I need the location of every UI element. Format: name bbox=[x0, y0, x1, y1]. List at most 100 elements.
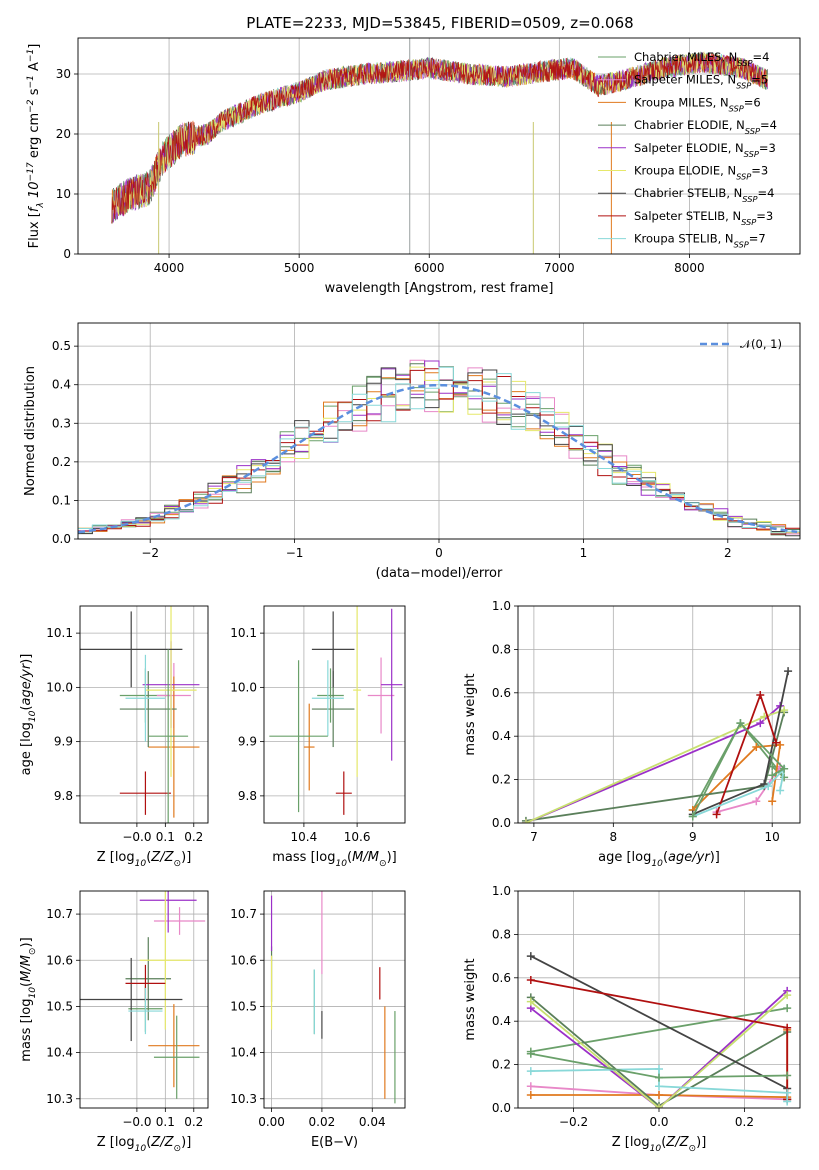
residuals-ylabel: Normed distribution bbox=[23, 366, 38, 496]
age_vs_mass-panel: 10.4 10.6 9.8 9.9 10.0 10.1 mass [log10(M/M⊙)] bbox=[230, 605, 406, 869]
residuals-ytick-label: 0.0 bbox=[52, 532, 71, 546]
age_vs_mass-xlabel: mass [log10(M/M⊙)] bbox=[272, 850, 396, 869]
spectrum-frame bbox=[77, 37, 801, 255]
weight-series-miles-salpeter-marker bbox=[752, 797, 761, 806]
weight-series-stelib-kroupa-marker bbox=[764, 782, 773, 791]
spectrum-ytick-label: 20 bbox=[56, 127, 71, 141]
spectrum-xtick-label: 7000 bbox=[544, 261, 575, 275]
weight_vs_Z-ytick-label: 0.0 bbox=[492, 1101, 511, 1115]
weight_vs_Z-xlabel: Z [log10(Z/Z⊙)] bbox=[612, 1135, 707, 1154]
residuals-xtick-label: 0 bbox=[435, 546, 443, 560]
weight-series-elodie-salpeter bbox=[530, 990, 788, 1108]
weight_vs_Z-xtick-label: 0.2 bbox=[735, 1115, 754, 1129]
mass_vs_Z-frame bbox=[79, 890, 209, 1109]
weight-series-stelib-kroupa bbox=[692, 765, 786, 818]
age_vs_Z-ytick-label: 9.9 bbox=[54, 735, 73, 749]
mass_vs_Z-ytick-label: 10.7 bbox=[46, 907, 73, 921]
weight-series-stelib-kroupa-marker bbox=[783, 1088, 792, 1097]
spectrum-ylabel: Flux [fλ 10−17 erg cm−2 s−1 A−1] bbox=[26, 44, 46, 249]
weight-series-elodie-salpeter-marker bbox=[756, 719, 765, 728]
spectrum-xtick-label: 8000 bbox=[674, 261, 705, 275]
weight_vs_age-ytick-label: 0.0 bbox=[492, 816, 511, 830]
mass_vs_EBV-ytick-label: 10.5 bbox=[230, 999, 257, 1013]
weight-series-miles-chabrier-marker bbox=[780, 773, 789, 782]
residuals-xtick-label: −1 bbox=[286, 546, 304, 560]
mass_vs_EBV-plot-area bbox=[270, 891, 396, 1104]
weight_vs_Z-plot-area bbox=[526, 952, 792, 1108]
legend-label: Chabrier MILES, NSSP=4 bbox=[634, 50, 769, 68]
weight-series-elodie-kroupa-marker bbox=[780, 706, 789, 715]
mass_vs_Z-ytick-label: 10.6 bbox=[46, 953, 73, 967]
weight-series-miles-chabrier-marker bbox=[736, 719, 745, 728]
mass_vs_EBV-xtick-label: 0.02 bbox=[309, 1115, 336, 1129]
weight-series-stelib-chabrier-marker bbox=[526, 952, 535, 961]
weight-series-stelib-kroupa-marker bbox=[783, 1097, 792, 1106]
residuals-xtick-label: 1 bbox=[580, 546, 588, 560]
weight_vs_Z-panel: −0.2 0.0 0.2 0.0 0.2 0.4 0.6 0.8 1.0 Z [log10(Z/Z… bbox=[463, 884, 801, 1154]
weight_vs_age-xtick-label: 8 bbox=[610, 830, 618, 844]
age_vs_mass-xtick-label: 10.4 bbox=[291, 830, 318, 844]
weight-series-miles-kroupa-marker bbox=[655, 1090, 663, 1099]
mass_vs_Z-panel: −0.0 0.1 0.2 10.3 10.4 10.5 10.6 10.7 Z [log10(Z… bbox=[19, 890, 209, 1154]
mass_vs_Z-xtick-label: 0.2 bbox=[184, 1115, 203, 1129]
weight-series-elodie-kroupa bbox=[530, 994, 788, 1108]
residuals-ytick-label: 0.4 bbox=[52, 378, 71, 392]
age_vs_Z-plot-area bbox=[80, 606, 200, 823]
weight-series-stelib-salpeter-marker bbox=[783, 1023, 792, 1032]
weight-series-miles-chabrier bbox=[691, 721, 786, 817]
residuals-ytick-label: 0.2 bbox=[52, 455, 71, 469]
weight_vs_age-ytick-label: 0.2 bbox=[492, 773, 511, 787]
weight-series-miles-chabrier bbox=[530, 1007, 788, 1053]
residuals-xlabel: (data−model)/error bbox=[376, 566, 503, 581]
spectrum-line-elodie-kroupa bbox=[111, 51, 768, 224]
age_vs_mass-ytick-label: 9.9 bbox=[238, 735, 257, 749]
spectrum-ytick-label: 0 bbox=[63, 247, 71, 261]
spectrum-line-stelib-salpeter bbox=[111, 52, 768, 224]
legend-label: Chabrier ELODIE, NSSP=4 bbox=[634, 118, 777, 136]
spectrum-xtick-label: 4000 bbox=[154, 261, 185, 275]
mass_vs_EBV-xtick-label: 0.00 bbox=[258, 1115, 285, 1129]
weight_vs_age-xtick-label: 9 bbox=[689, 830, 697, 844]
weight_vs_age-plot-area bbox=[521, 667, 793, 823]
age_vs_mass-ytick-label: 9.8 bbox=[238, 789, 257, 803]
mass_vs_Z-xtick-label: −0.0 bbox=[122, 1115, 151, 1129]
age_vs_mass-frame bbox=[263, 605, 406, 824]
weight_vs_age-ytick-label: 0.6 bbox=[492, 686, 511, 700]
weight-series-stelib-salpeter-marker bbox=[756, 690, 765, 699]
weight-series-miles-kroupa-marker bbox=[526, 1090, 535, 1099]
residuals-ytick-label: 0.3 bbox=[52, 416, 71, 430]
age_vs_Z-ytick-label: 10.1 bbox=[46, 626, 73, 640]
spectrum-legend: Chabrier MILES, NSSP=4 Salpeter MILES, NS… bbox=[598, 50, 777, 250]
weight-series-miles-chabrier-marker bbox=[688, 812, 697, 821]
weight_vs_Z-ytick-label: 0.6 bbox=[492, 971, 511, 985]
age_vs_mass-xtick-label: 10.6 bbox=[344, 830, 371, 844]
age_vs_mass-ytick-label: 10.0 bbox=[230, 680, 257, 694]
age_vs_Z-frame bbox=[79, 605, 209, 824]
mass_vs_Z-plot-area bbox=[80, 891, 206, 1099]
weight_vs_Z-ylabel: mass weight bbox=[463, 958, 478, 1040]
weight-series-miles-chabrier-marker bbox=[783, 1071, 792, 1080]
weight_vs_age-panel: 7 8 9 10 0.0 0.2 0.4 0.6 0.8 1.0 age [log10(age/yr… bbox=[463, 599, 801, 869]
weight_vs_Z-xtick-label: −0.2 bbox=[559, 1115, 588, 1129]
mass_vs_Z-ytick-label: 10.5 bbox=[46, 999, 73, 1013]
spectrum-panel: 4000 5000 6000 7000 8000 0 10 20 30 wavelength [A… bbox=[26, 37, 801, 296]
mass_vs_EBV-xlabel: E(B−V) bbox=[311, 1135, 358, 1150]
mass_vs_Z-ytick-label: 10.4 bbox=[46, 1046, 73, 1060]
mass_vs_EBV-xtick-label: 0.04 bbox=[359, 1115, 386, 1129]
weight_vs_age-ylabel: mass weight bbox=[463, 673, 478, 755]
weight-series-miles-chabrier-marker bbox=[655, 1073, 663, 1082]
age_vs_Z-panel: −0.0 0.1 0.2 9.8 9.9 10.0 10.1 Z [log10(Z/Z⊙)] a… bbox=[19, 605, 209, 869]
mass_vs_Z-xtick-label: 0.1 bbox=[156, 1115, 175, 1129]
mass_vs_EBV-ytick-label: 10.6 bbox=[230, 953, 257, 967]
weight-series-miles-kroupa-marker bbox=[752, 743, 761, 752]
residuals-ytick-label: 0.1 bbox=[52, 493, 71, 507]
spectrum-plot-area bbox=[111, 38, 768, 254]
mass_vs_Z-ylabel: mass [log10(M/M⊙)] bbox=[19, 937, 38, 1061]
weight-series-stelib-salpeter-marker bbox=[526, 975, 535, 984]
weight-series-miles-kroupa-marker bbox=[768, 797, 777, 806]
weight-series-elodie-kroupa-marker bbox=[655, 1104, 663, 1108]
weight-series-elodie-kroupa-marker bbox=[526, 997, 535, 1006]
weight-series-miles-chabrier-marker bbox=[768, 771, 777, 780]
legend-label: Salpeter ELODIE, NSSP=3 bbox=[634, 141, 776, 159]
